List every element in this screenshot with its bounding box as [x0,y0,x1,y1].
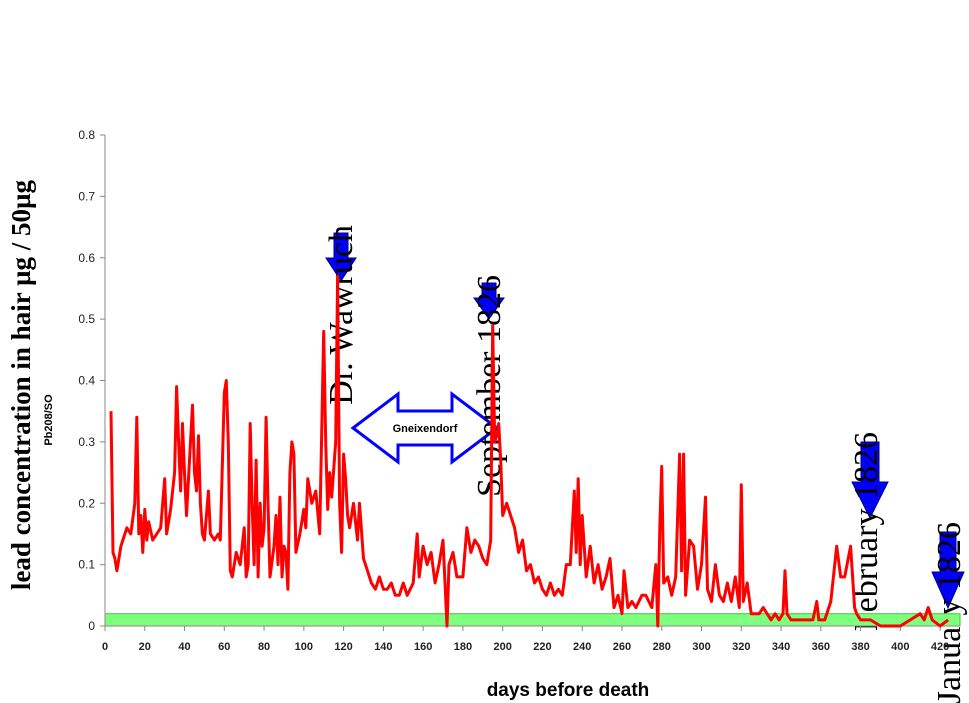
x-tick-label: 20 [139,641,151,653]
y-tick-label: 0 [88,619,95,633]
x-tick-label: 260 [613,641,631,653]
x-tick-label: 160 [414,641,432,653]
arrow-february [851,441,889,520]
x-tick-label: 360 [812,641,830,653]
x-tick-label: 280 [653,641,671,653]
gneixendorf-label: Gneixendorf [393,423,458,435]
x-tick-label: 420 [931,641,949,653]
arrow-wawruch [325,232,357,282]
y-tick-label: 0.6 [78,251,95,265]
annotation: September 1826 [471,275,508,497]
y-tick-label: 0.1 [78,558,95,572]
y-tick-label: 0.5 [78,312,95,326]
arrows [325,232,965,610]
y-axis-sublabel: Pb208/SO [43,394,55,446]
y-tick-label: 0.2 [78,496,95,510]
x-tick-label: 120 [334,641,352,653]
data-line [109,274,950,628]
annotation: January 1826 [931,522,968,703]
x-tick-label: 400 [891,641,909,653]
x-tick-label: 80 [258,641,270,653]
annotation: Dr. Wawruch [323,225,360,405]
arrow-january [931,531,965,610]
x-tick-label: 140 [374,641,392,653]
y-tick-label: 0.7 [78,189,95,203]
x-tick-label: 340 [772,641,790,653]
x-tick-label: 300 [692,641,710,653]
reference-band [104,613,961,627]
x-tick-label: 200 [493,641,511,653]
x-tick-label: 240 [573,641,591,653]
x-tick-label: 40 [178,641,190,653]
x-tick-label: 380 [851,641,869,653]
x-axis-label: days before death [487,680,650,701]
x-tick-label: 0 [102,641,108,653]
y-tick-label: 0.8 [78,128,95,142]
y-tick-label: 0.3 [78,435,95,449]
x-tick-label: 60 [218,641,230,653]
y-tick-label: 0.4 [78,374,95,388]
x-tick-label: 100 [295,641,313,653]
y-axis-label: lead concentration in hair µg / 50µg [6,179,36,590]
arrow-september [473,282,505,320]
x-tick-label: 220 [533,641,551,653]
x-tick-label: 320 [732,641,750,653]
x-tick-label: 180 [454,641,472,653]
